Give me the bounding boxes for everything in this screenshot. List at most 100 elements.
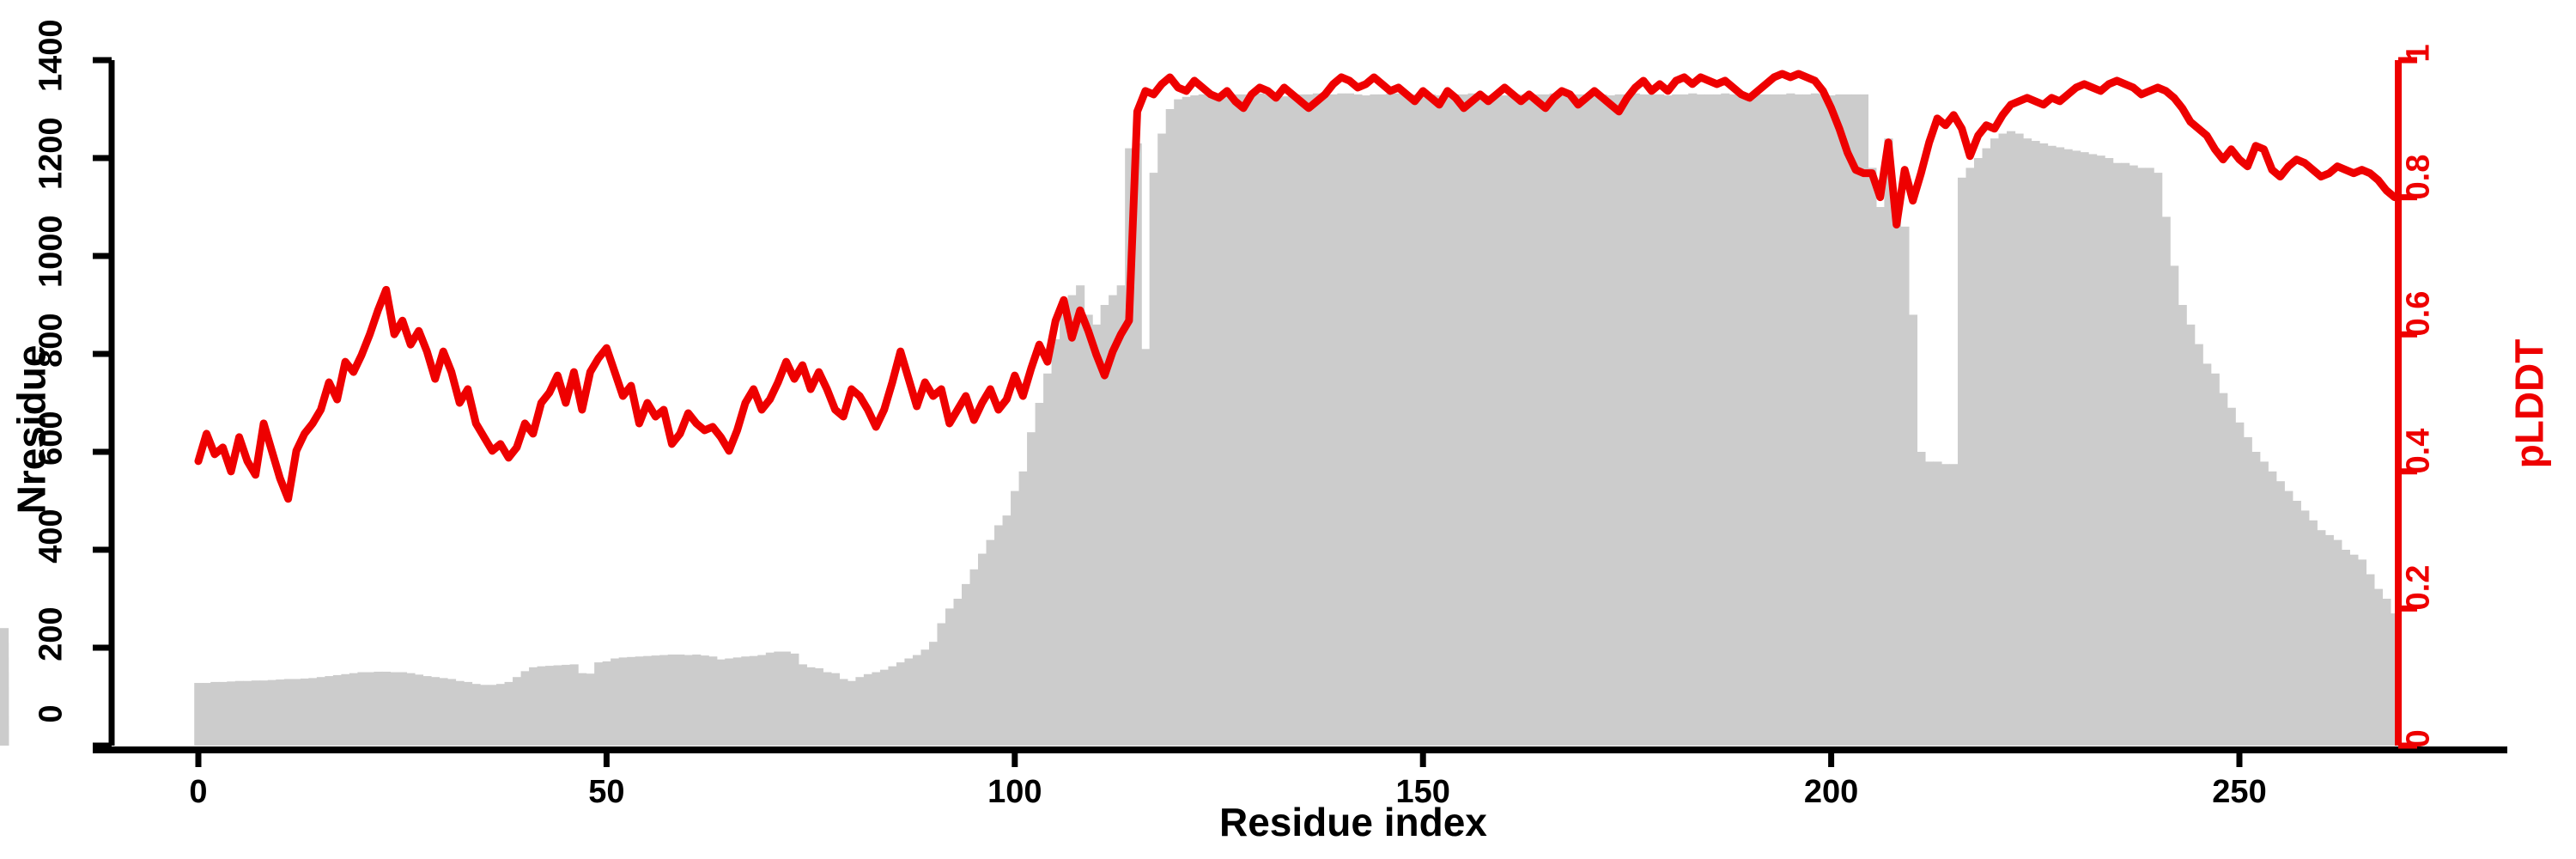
bar [1598,94,1607,746]
bar [1509,94,1518,746]
bar [381,671,392,746]
bar [1728,94,1738,746]
bar [422,676,432,746]
bar [1672,94,1681,746]
bar [2194,344,2203,746]
y-axis-tick-label: 400 [33,509,70,564]
bar-series-nresidue [0,93,2400,746]
x-axis-tick-label: 50 [588,774,625,810]
bar [1263,94,1273,746]
bar [912,655,922,746]
bar [2047,145,2057,746]
bar [1149,173,1158,746]
y2-axis-tick-label: 0.8 [2400,154,2437,200]
y2-axis-tick-label: 0.6 [2400,290,2437,337]
bar [1875,207,1885,746]
bar [1565,95,1575,746]
bar [2023,138,2032,746]
bar [1582,94,1591,746]
bar [1868,168,1877,746]
bar [635,656,644,746]
bar [594,662,604,746]
bar [2014,133,2024,746]
bar [1965,168,1975,746]
bar [1190,95,1200,746]
bar [1198,94,1207,746]
bar [1892,207,1902,746]
bar [349,673,359,746]
bar [1100,305,1109,746]
bar [1761,94,1771,746]
y-axis-tick-label: 1200 [33,117,70,191]
bar [1484,95,1493,746]
bar [1051,338,1060,746]
right-axis-title-container: pLDDT [2473,0,2576,859]
bar [986,539,995,746]
bar [1386,93,1395,746]
bar [1328,94,1338,746]
bar [1525,93,1534,746]
bar [1607,95,1616,746]
bar [708,656,718,746]
bar [2210,373,2220,746]
bar [1076,285,1085,746]
bar [1819,94,1828,746]
bar [2161,216,2171,746]
bar [2039,143,2049,746]
bar [1998,133,2008,746]
bar [2333,539,2342,746]
bar [2227,407,2236,746]
bar [1426,94,1437,746]
bar [2382,599,2391,746]
bar [562,664,571,746]
bar [1060,314,1069,746]
line-series-plddt [194,70,2399,503]
bar [1777,94,1787,746]
bar [529,667,538,746]
bar [2145,168,2154,746]
bar [227,681,236,746]
bar [504,681,513,746]
x-axis-tick-label: 150 [1395,774,1450,810]
bar [2300,510,2310,746]
bar [602,661,611,746]
bar [414,674,424,746]
bar [488,685,497,746]
bar [1835,94,1844,746]
y-axis-tick-label: 1000 [33,215,70,289]
bar [1109,295,1118,746]
bar [2129,165,2138,746]
bar [2219,393,2228,746]
bar [1680,94,1689,746]
bar [2121,162,2130,746]
bar [2154,173,2163,746]
bar [1851,94,1861,746]
bar [806,667,816,746]
bar [1476,94,1485,746]
bar [1802,94,1812,746]
bar [251,680,260,746]
bar [814,667,823,746]
bar [332,674,342,746]
bar [1623,94,1632,746]
bar [1361,95,1370,746]
bar [1957,177,1967,746]
bar [757,655,767,746]
bar [1092,324,1102,746]
bar [2186,324,2196,746]
bar [1304,94,1314,746]
bar [2080,152,2089,746]
bar [0,735,9,746]
bar [611,658,620,746]
bar [839,679,848,746]
bar [267,679,276,746]
bar [1712,94,1722,746]
bar [406,673,416,746]
bar [1035,403,1044,746]
bar [1116,285,1126,746]
bar [1558,94,1567,746]
bar [1990,138,2000,746]
bar [210,681,220,746]
bar [1125,148,1134,746]
